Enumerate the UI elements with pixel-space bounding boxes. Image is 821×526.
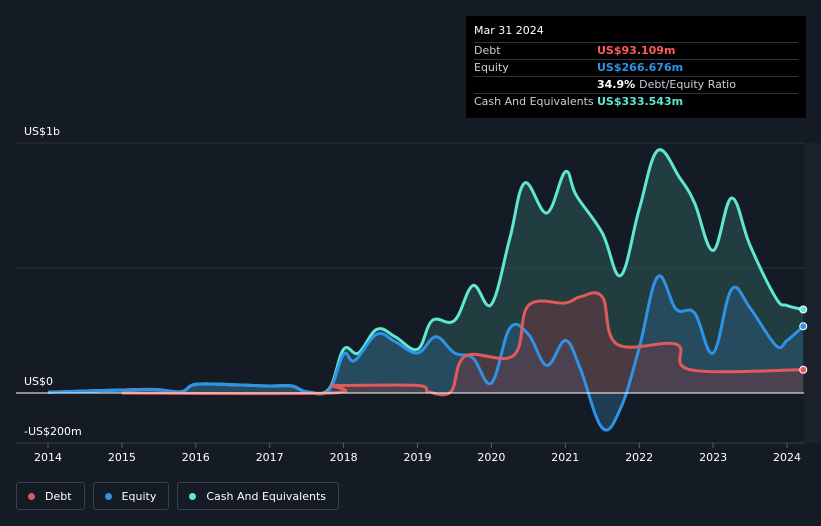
tooltip-date: Mar 31 2024 bbox=[474, 24, 544, 37]
future-shade bbox=[804, 143, 821, 443]
debt-endpoint bbox=[799, 365, 808, 374]
x-tick-label-2019: 2019 bbox=[404, 451, 432, 464]
legend-cash-label: Cash And Equivalents bbox=[206, 489, 326, 503]
tooltip-ratio-label bbox=[474, 77, 597, 93]
x-tick-label-2018: 2018 bbox=[330, 451, 358, 464]
cash-and-equivalents-area bbox=[48, 149, 804, 394]
tooltip-row-debt: Debt US$93.109m bbox=[474, 42, 798, 59]
x-tick-label-2022: 2022 bbox=[625, 451, 653, 464]
tooltip-ratio-value: 34.9% bbox=[597, 78, 636, 91]
y-label-top: US$1b bbox=[24, 125, 60, 138]
tooltip-row-ratio: 34.9% Debt/Equity Ratio bbox=[474, 76, 798, 93]
debt-dot-icon bbox=[28, 492, 35, 500]
tooltip-cash-value: US$333.543m bbox=[597, 95, 684, 108]
equity-endpoint bbox=[799, 322, 808, 331]
x-tick-label-2023: 2023 bbox=[699, 451, 727, 464]
x-tick-label-2015: 2015 bbox=[108, 451, 136, 464]
tooltip-row-cash: Cash And Equivalents US$333.543m bbox=[474, 93, 798, 110]
tooltip-debt-label: Debt bbox=[474, 44, 501, 57]
tooltip-ratio-suffix: Debt/Equity Ratio bbox=[639, 78, 736, 91]
x-tick-label-2016: 2016 bbox=[182, 451, 210, 464]
cash-and-equivalents-endpoint bbox=[799, 305, 808, 314]
legend-debt-label: Debt bbox=[45, 489, 72, 503]
debt-line bbox=[121, 291, 804, 397]
y-label-bottom: -US$200m bbox=[24, 425, 82, 438]
x-tick-label-2024: 2024 bbox=[773, 451, 801, 464]
tooltip-equity-value: US$266.676m bbox=[597, 61, 684, 74]
tooltip-row-equity: Equity US$266.676m bbox=[474, 59, 798, 76]
y-label-zero: US$0 bbox=[24, 375, 53, 388]
legend-item-debt[interactable]: Debt bbox=[16, 482, 85, 510]
x-tick-label-2017: 2017 bbox=[256, 451, 284, 464]
x-tick-label-2020: 2020 bbox=[477, 451, 505, 464]
tooltip-cash-label: Cash And Equivalents bbox=[474, 95, 594, 108]
legend-item-cash[interactable]: Cash And Equivalents bbox=[177, 482, 339, 510]
equity-line bbox=[47, 274, 805, 432]
cash-dot-icon bbox=[189, 492, 197, 500]
legend-item-equity[interactable]: Equity bbox=[92, 482, 170, 510]
legend-equity-label: Equity bbox=[121, 489, 157, 503]
x-tick-label-2021: 2021 bbox=[551, 451, 579, 464]
tooltip-panel: Mar 31 2024 Debt US$93.109m Equity US$26… bbox=[466, 16, 806, 118]
equity-dot-icon bbox=[104, 492, 112, 500]
tooltip-equity-label: Equity bbox=[474, 61, 509, 74]
x-tick-label-2014: 2014 bbox=[34, 451, 62, 464]
equity-area bbox=[48, 275, 804, 431]
legend: Debt Equity Cash And Equivalents bbox=[16, 482, 339, 510]
tooltip-debt-value: US$93.109m bbox=[597, 44, 676, 57]
